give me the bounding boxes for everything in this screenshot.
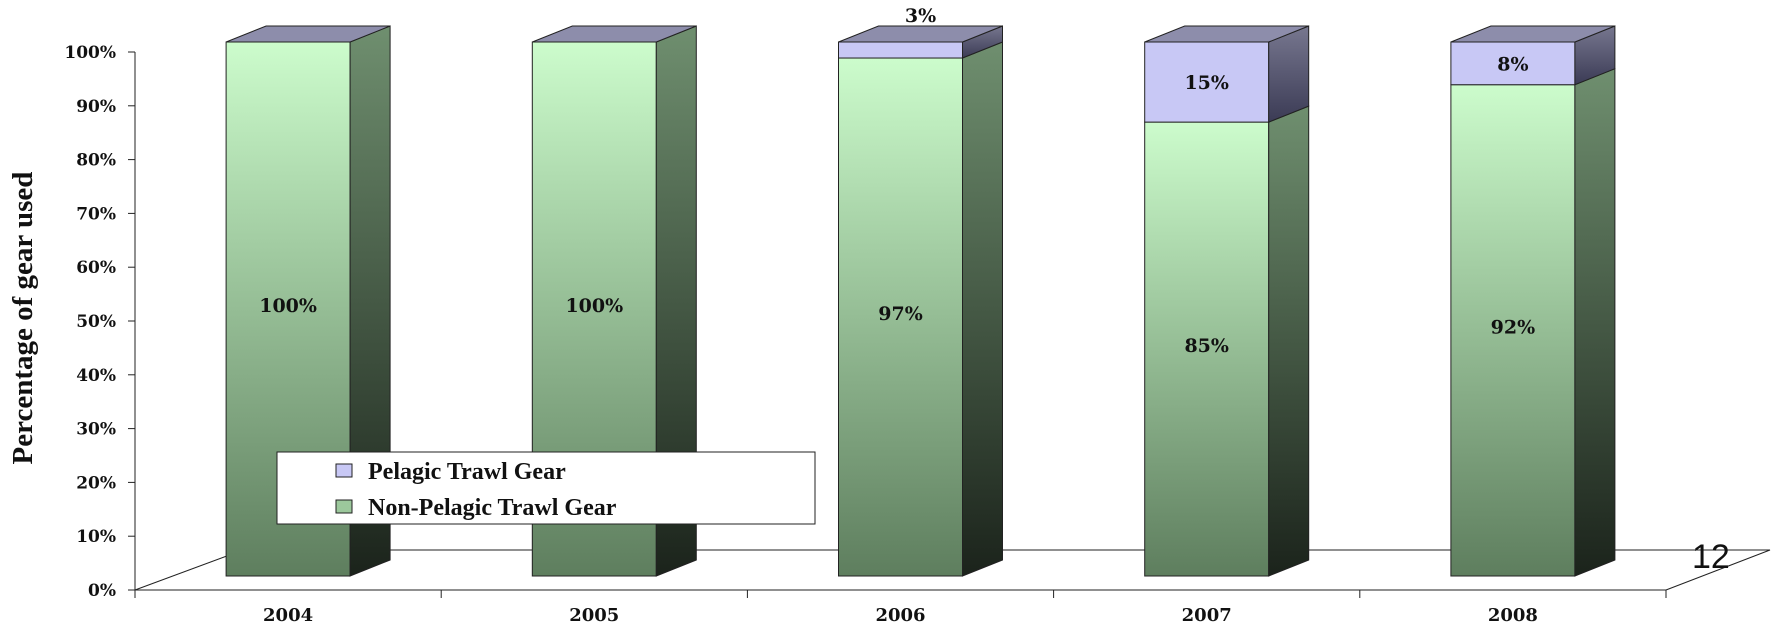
y-tick-label: 80% [76,151,116,171]
bar-pelagic-side [1268,25,1310,123]
x-category-label: 2006 [875,605,925,624]
legend-swatch-pelagic [335,463,353,478]
y-tick-label: 10% [76,527,116,547]
bar-pelagic-front [1144,41,1270,123]
y-tick-label: 70% [76,204,116,224]
x-axis-categories: 2004 2005 2006 2007 2008 [134,590,1667,624]
y-tick-label: 50% [76,312,116,332]
data-label-non-pelagic: 100% [565,295,623,317]
y-tick-label: 60% [76,258,116,278]
bar-pelagic-front [838,41,963,59]
legend-label-non-pelagic: Non-Pelagic Trawl Gear [368,495,617,521]
bar-stack-2007: 85% 15% [1144,25,1310,577]
bar-non-pelagic-front [838,57,963,577]
legend-box [276,451,816,525]
y-tick-label: 0% [88,581,116,601]
y-tick-label: 30% [76,420,116,440]
y-tick-label: 90% [76,97,116,117]
bar-non-pelagic-side [1574,67,1616,577]
bar-top-face [225,25,391,43]
legend: Pelagic Trawl Gear Non-Pelagic Trawl Gea… [276,451,816,525]
bar-pelagic-front [1450,41,1576,86]
data-label-pelagic: 3% [905,5,936,27]
y-tick-label: 20% [76,473,116,493]
x-category-label: 2007 [1182,605,1232,624]
slide-number: 12 [1692,538,1730,576]
legend-swatch-non-pelagic [335,499,353,514]
bar-top-face [532,25,697,43]
bar-non-pelagic-front [1144,121,1270,577]
bar-stack-2008: 92% 8% [1450,25,1616,577]
data-label-non-pelagic: 97% [878,303,923,325]
y-axis-ticks: 0% 10% 20% 30% 40% 50% 60% 70% 80% 90% 100% [64,43,135,601]
y-axis-title: Percentage of gear used [7,172,39,465]
data-label-non-pelagic: 100% [259,295,317,317]
bar-non-pelagic-side [1268,105,1310,577]
legend-label-pelagic: Pelagic Trawl Gear [368,459,566,485]
bar-top-face [838,25,1003,43]
bar-non-pelagic-front [1450,84,1576,577]
y-tick-label: 100% [64,43,116,63]
bar-stack-2006: 97% 3% [838,5,1003,577]
data-label-pelagic: 8% [1497,53,1528,75]
y-tick-label: 40% [76,366,116,386]
data-label-non-pelagic: 85% [1184,335,1229,357]
bar-top-face [1450,25,1616,43]
data-label-non-pelagic: 92% [1491,316,1536,338]
x-category-label: 2008 [1488,605,1538,624]
data-label-pelagic: 15% [1184,72,1229,94]
bar-non-pelagic-side [962,41,1003,577]
bar-top-face [1144,25,1309,43]
x-category-label: 2005 [569,605,619,624]
x-category-label: 2004 [263,605,313,624]
